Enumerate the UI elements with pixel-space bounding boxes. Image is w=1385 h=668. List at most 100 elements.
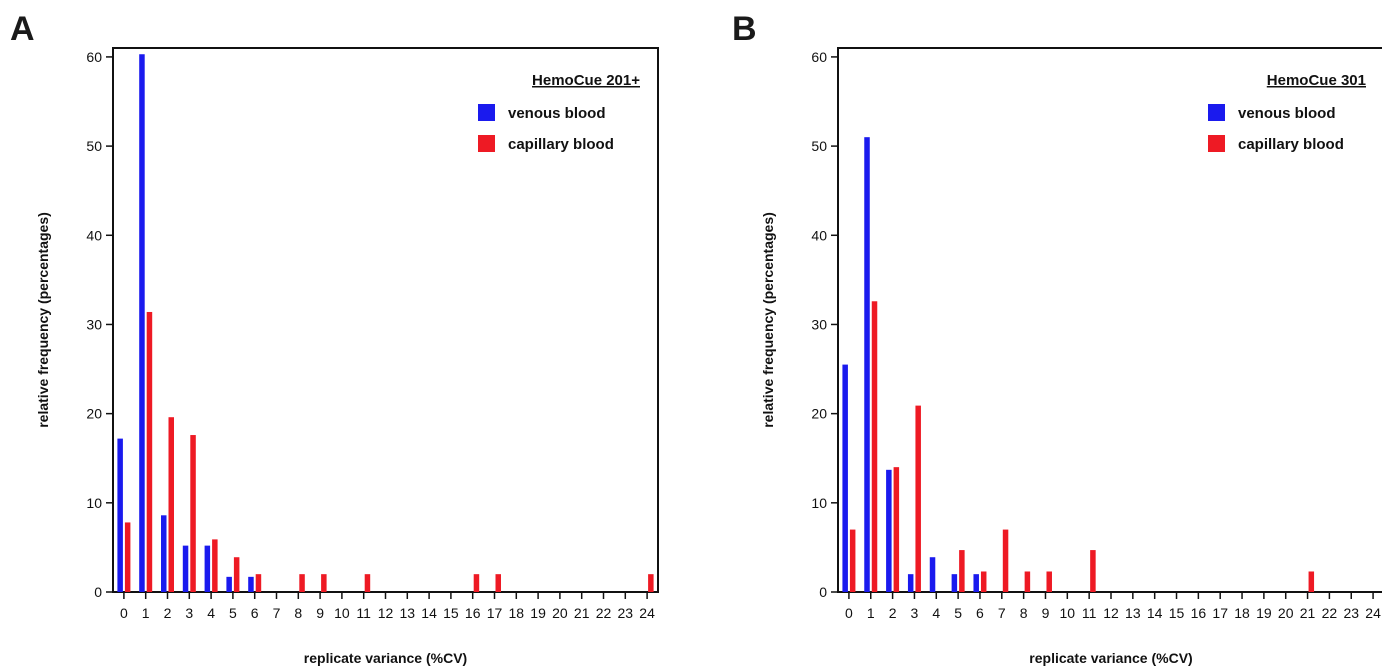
- x-tick-label: 21: [574, 605, 590, 621]
- bar-venous-4: [204, 545, 211, 592]
- x-tick-label: 5: [229, 605, 237, 621]
- panel-label: B: [732, 10, 757, 48]
- bar-venous-6: [248, 576, 254, 592]
- bar-capillary-7: [1002, 529, 1009, 592]
- legend-swatch: [478, 135, 495, 152]
- x-tick-label: 17: [487, 605, 503, 621]
- y-tick-label: 0: [819, 584, 827, 600]
- x-tick-label: 2: [889, 605, 897, 621]
- bar-capillary-11: [1090, 550, 1096, 592]
- x-tick-label: 19: [530, 605, 546, 621]
- chart-panel-a: A 0 10 20 30 40 50 60 0 1 2 3 4 5 6 7 8 9 10 11 12 13 14 15 16 1…: [0, 0, 690, 668]
- panel-label: A: [10, 10, 35, 48]
- x-tick-label: 8: [1020, 605, 1028, 621]
- x-tick-label: 7: [998, 605, 1006, 621]
- bar-capillary-1: [146, 311, 153, 592]
- bar-venous-4: [929, 557, 936, 592]
- bar-venous-5: [226, 576, 232, 592]
- y-tick-label: 10: [86, 495, 102, 511]
- x-tick-label: 13: [400, 605, 416, 621]
- x-tick-label: 20: [1278, 605, 1294, 621]
- bar-capillary-8: [299, 574, 305, 592]
- bar-capillary-9: [1046, 571, 1052, 592]
- y-tick-label: 0: [94, 584, 102, 600]
- y-tick-label: 40: [811, 227, 827, 243]
- x-tick-label: 9: [316, 605, 324, 621]
- y-tick-label: 10: [811, 495, 827, 511]
- bar-capillary-3: [190, 435, 196, 592]
- x-axis-title: replicate variance (%CV): [304, 650, 467, 666]
- x-tick-label: 22: [596, 605, 612, 621]
- bar-capillary-2: [893, 467, 900, 592]
- y-tick-label: 20: [86, 406, 102, 422]
- x-tick-label: 14: [1147, 605, 1163, 621]
- legend-swatch: [478, 104, 495, 121]
- bar-capillary-3: [915, 405, 921, 592]
- x-tick-label: 24: [639, 605, 655, 621]
- x-tick-label: 3: [911, 605, 919, 621]
- y-tick-label: 30: [811, 316, 827, 332]
- x-tick-label: 7: [273, 605, 281, 621]
- bar-venous-2: [161, 515, 167, 592]
- x-tick-label: 18: [1234, 605, 1250, 621]
- x-axis-title: replicate variance (%CV): [1029, 650, 1192, 666]
- bar-venous-1: [139, 54, 145, 593]
- bar-capillary-5: [959, 550, 965, 592]
- bar-venous-0: [842, 364, 848, 592]
- y-axis-title: relative frequency (percentages): [35, 212, 51, 428]
- bar-venous-1: [864, 137, 870, 592]
- x-tick-label: 15: [443, 605, 459, 621]
- legend-label: capillary blood: [1238, 136, 1344, 153]
- bar-capillary-8: [1024, 571, 1031, 592]
- x-tick-label: 23: [1343, 605, 1359, 621]
- bar-venous-5: [951, 574, 958, 592]
- bar-capillary-4: [212, 539, 218, 592]
- x-tick-label: 0: [845, 605, 853, 621]
- y-tick-label: 40: [86, 227, 102, 243]
- x-tick-label: 11: [1082, 605, 1097, 621]
- legend-label: capillary blood: [508, 136, 614, 153]
- y-tick-label: 60: [86, 49, 102, 65]
- legend-label: venous blood: [508, 105, 606, 122]
- bar-capillary-6: [980, 571, 987, 592]
- bar-capillary-11: [364, 574, 371, 592]
- x-tick-label: 1: [142, 605, 150, 621]
- bar-capillary-24: [648, 574, 654, 592]
- y-axis-title: relative frequency (percentages): [760, 212, 776, 428]
- x-tick-label: 12: [1103, 605, 1119, 621]
- bar-capillary-6: [255, 574, 262, 592]
- x-tick-label: 10: [1060, 605, 1076, 621]
- x-tick-label: 4: [207, 605, 215, 621]
- x-tick-label: 16: [1191, 605, 1207, 621]
- bar-capillary-9: [321, 574, 327, 592]
- x-tick-label: 10: [334, 605, 350, 621]
- x-tick-label: 16: [465, 605, 481, 621]
- legend-title: HemoCue 201+: [532, 72, 640, 89]
- x-tick-label: 13: [1125, 605, 1141, 621]
- bar-capillary-16: [473, 574, 480, 592]
- chart-panel-b: B 0 10 20 30 40 50 60 0 1 2 3 4 5 6 7 8 9 10 11 12 13 14 15 16 1…: [692, 0, 1382, 668]
- legend-swatch: [1208, 135, 1225, 152]
- x-tick-label: 12: [378, 605, 394, 621]
- x-tick-label: 24: [1365, 605, 1381, 621]
- legend-title: HemoCue 301: [1267, 72, 1366, 89]
- bar-capillary-2: [168, 417, 174, 592]
- bar-venous-3: [907, 574, 914, 592]
- bar-capillary-21: [1308, 571, 1315, 592]
- x-tick-label: 15: [1169, 605, 1185, 621]
- x-tick-label: 1: [867, 605, 875, 621]
- x-tick-label: 6: [976, 605, 984, 621]
- bar-venous-3: [182, 545, 189, 592]
- bar-capillary-1: [871, 301, 878, 592]
- bar-capillary-0: [124, 522, 131, 592]
- x-tick-label: 2: [164, 605, 172, 621]
- legend-label: venous blood: [1238, 105, 1336, 122]
- y-tick-label: 60: [811, 49, 827, 65]
- bar-capillary-17: [495, 574, 501, 592]
- bar-venous-0: [117, 438, 123, 592]
- bar-capillary-0: [849, 529, 856, 592]
- x-tick-label: 17: [1212, 605, 1228, 621]
- x-tick-label: 9: [1042, 605, 1050, 621]
